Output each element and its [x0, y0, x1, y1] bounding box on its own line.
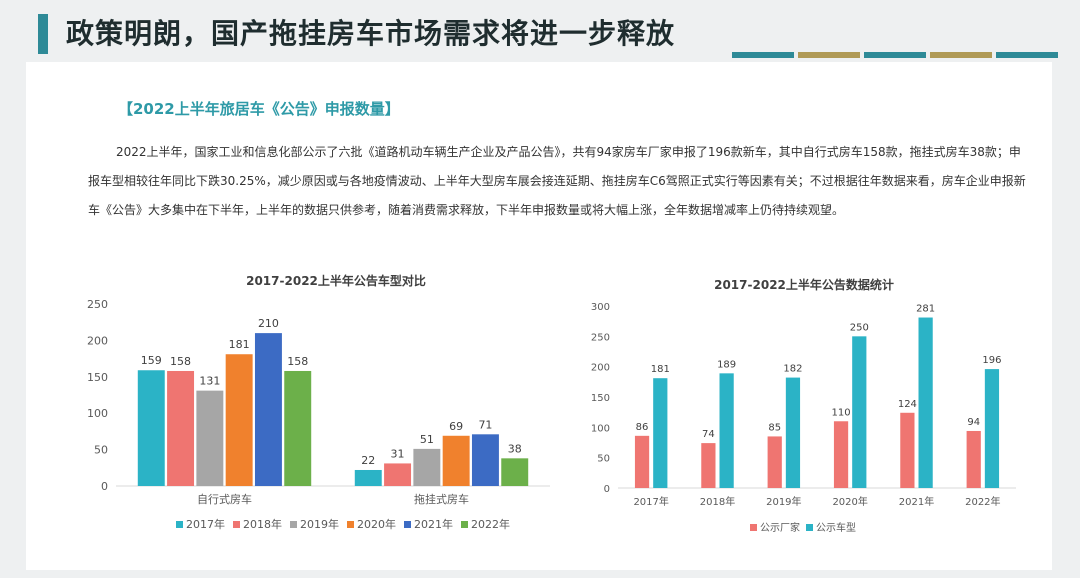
bar	[442, 435, 470, 486]
y-tick-label: 150	[591, 393, 610, 404]
data-label: 38	[508, 442, 522, 455]
legend-swatch	[461, 521, 468, 528]
chart-announcement-stats: 0 50 100 150 200 250 300 86 181 2017年 74 189 2018年 85…	[591, 302, 1016, 534]
bar	[833, 421, 849, 488]
legend-swatch	[233, 521, 240, 528]
y-tick-label: 150	[87, 371, 108, 384]
y-tick-label: 50	[94, 444, 108, 457]
chart1-title: 2017-2022上半年公告车型对比	[246, 274, 426, 288]
bar	[701, 443, 716, 488]
bar	[137, 370, 165, 486]
data-label: 94	[967, 417, 980, 428]
decor-stripe	[732, 52, 794, 58]
legend-swatch	[290, 521, 297, 528]
decor-stripe	[864, 52, 926, 58]
data-label: 281	[916, 304, 935, 315]
y-tick-label: 200	[87, 334, 108, 347]
legend-swatch	[806, 524, 813, 531]
data-label: 159	[141, 354, 162, 367]
bar	[918, 317, 933, 488]
bar	[785, 377, 801, 488]
legend-label: 公示厂家	[760, 521, 800, 534]
title-accent-bar	[38, 14, 48, 54]
data-label: 181	[651, 364, 670, 375]
legend-label: 2020年	[357, 517, 396, 531]
y-tick-label: 0	[604, 484, 610, 495]
y-tick-label: 250	[591, 332, 610, 343]
data-label: 22	[361, 454, 375, 467]
bar	[167, 370, 195, 486]
bar	[471, 434, 499, 486]
data-label: 181	[229, 338, 250, 351]
data-label: 189	[717, 359, 736, 370]
x-tick-label: 2019年	[766, 495, 801, 508]
legend-label: 2018年	[243, 517, 282, 531]
bar	[501, 458, 529, 486]
y-tick-label: 0	[101, 480, 108, 493]
data-label: 71	[478, 418, 492, 431]
y-tick-label: 100	[591, 423, 610, 434]
y-tick-label: 250	[87, 298, 108, 311]
data-label: 124	[898, 399, 917, 410]
data-label: 69	[449, 420, 463, 433]
x-tick-label: 2020年	[832, 495, 867, 508]
bar	[634, 435, 650, 488]
bar	[767, 436, 782, 488]
x-tick-label: 2022年	[965, 495, 1000, 508]
data-label: 110	[831, 407, 850, 418]
page-title: 政策明朗，国产拖挂房车市场需求将进一步释放	[66, 17, 676, 50]
legend-label: 2021年	[414, 517, 453, 531]
bar	[984, 369, 1000, 488]
decor-stripe	[996, 52, 1058, 58]
bar	[413, 448, 441, 486]
data-label: 31	[391, 447, 405, 460]
data-label: 210	[258, 317, 279, 330]
decor-stripe	[930, 52, 992, 58]
data-label: 51	[420, 433, 434, 446]
bar	[966, 430, 981, 488]
legend-label: 2017年	[186, 517, 225, 531]
legend-label: 2019年	[300, 517, 339, 531]
bar	[653, 378, 668, 488]
x-tick-label: 2018年	[700, 495, 735, 508]
legend-label: 2022年	[471, 517, 510, 531]
y-tick-label: 300	[591, 302, 610, 313]
bar	[284, 370, 312, 486]
chart-vehicle-types: 0 50 100 150 200 250 159 158 131 181 210 158 自行式房车 22…	[87, 298, 550, 531]
data-label: 196	[982, 355, 1001, 366]
bar	[719, 373, 734, 488]
bar	[354, 469, 382, 486]
data-label: 250	[850, 322, 869, 333]
data-label: 158	[287, 355, 308, 368]
legend-swatch	[750, 524, 757, 531]
legend-swatch	[404, 521, 411, 528]
x-tick-label: 2021年	[899, 495, 934, 508]
section-paragraph: 2022上半年，国家工业和信息化部公示了六批《道路机动车辆生产企业及产品公告》，…	[88, 145, 1026, 217]
data-label: 86	[636, 422, 649, 433]
bar	[384, 463, 412, 486]
bar	[900, 412, 915, 488]
y-tick-label: 200	[591, 363, 610, 374]
chart2-title: 2017-2022上半年公告数据统计	[714, 278, 894, 292]
decor-stripe	[798, 52, 860, 58]
y-tick-label: 100	[87, 407, 108, 420]
bar	[254, 333, 282, 486]
data-label: 131	[199, 375, 220, 388]
x-tick-label: 拖挂式房车	[414, 492, 469, 506]
legend-swatch	[176, 521, 183, 528]
x-tick-label: 自行式房车	[197, 492, 252, 506]
data-label: 182	[783, 364, 802, 375]
data-label: 85	[768, 422, 781, 433]
legend-label: 公示车型	[816, 521, 856, 534]
data-label: 74	[702, 429, 715, 440]
bar	[852, 336, 867, 488]
legend-swatch	[347, 521, 354, 528]
y-tick-label: 50	[597, 454, 610, 465]
x-tick-label: 2017年	[633, 495, 668, 508]
bar	[196, 390, 224, 486]
section-heading: 【2022上半年旅居车《公告》申报数量】	[118, 100, 400, 118]
bar	[225, 354, 253, 486]
data-label: 158	[170, 355, 191, 368]
